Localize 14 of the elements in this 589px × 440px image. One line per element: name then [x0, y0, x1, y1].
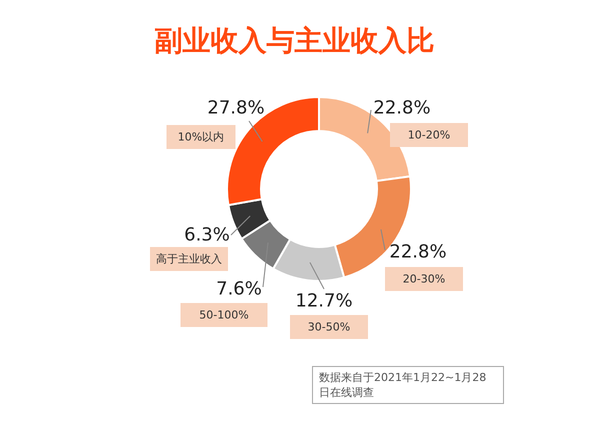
slice-label: 20-30% — [402, 272, 446, 286]
chart-title: 副业收入与主业收入比 — [154, 23, 436, 59]
slice-label: 10-20% — [408, 128, 450, 142]
text: 数据来自于2021年1月22~1月28日在线调查 — [312, 366, 504, 404]
slice-label: 50-100% — [199, 308, 249, 322]
slice-label: 30-50% — [308, 320, 350, 334]
data-label: 12.7% — [295, 290, 353, 312]
data-label: 6.3% — [184, 224, 230, 246]
slice-label: 高于主业收入 — [156, 252, 222, 266]
data-label: 22.8% — [373, 98, 431, 118]
data-label: 7.6% — [216, 278, 262, 300]
data-label: 27.8% — [207, 98, 265, 118]
slice-label: 10%以内 — [178, 130, 224, 144]
data-label: 22.8% — [389, 242, 447, 262]
